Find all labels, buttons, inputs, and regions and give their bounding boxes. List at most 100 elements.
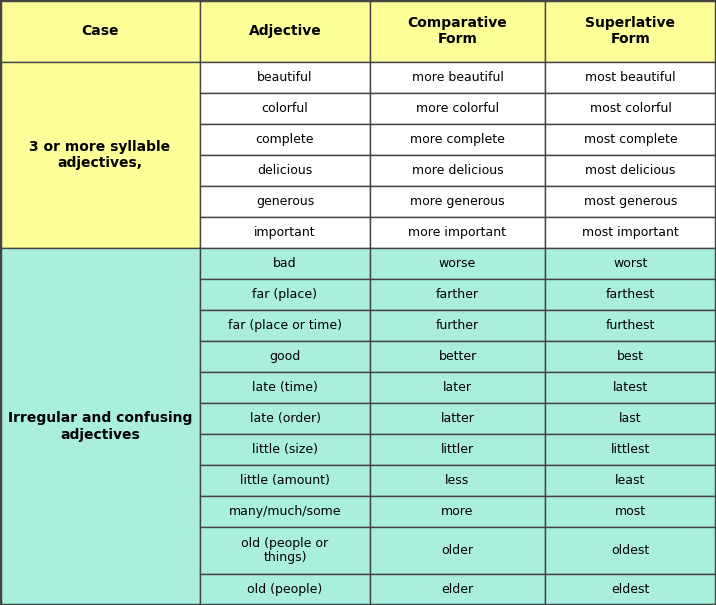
Bar [370, 124, 545, 155]
Bar [370, 155, 545, 186]
Text: littlest: littlest [611, 443, 650, 456]
Text: late (order): late (order) [249, 412, 321, 425]
Text: eldest: eldest [611, 583, 649, 596]
Bar [545, 248, 716, 279]
Text: most important: most important [582, 226, 679, 239]
Text: oldest: oldest [611, 544, 649, 557]
Bar [370, 62, 545, 93]
Text: old (people): old (people) [247, 583, 323, 596]
Bar [545, 527, 716, 574]
Bar [0, 0, 200, 62]
Text: old (people or
things): old (people or things) [241, 537, 329, 564]
Text: better: better [438, 350, 477, 363]
Bar [200, 186, 370, 217]
Text: more colorful: more colorful [416, 102, 499, 115]
Bar [545, 93, 716, 124]
Text: older: older [442, 544, 473, 557]
Bar [545, 496, 716, 527]
Bar [200, 155, 370, 186]
Text: bad: bad [274, 257, 297, 270]
Bar [545, 62, 716, 93]
Text: latest: latest [613, 381, 648, 394]
Text: further: further [436, 319, 479, 332]
Text: most complete: most complete [584, 133, 677, 146]
Text: elder: elder [442, 583, 473, 596]
Text: littler: littler [441, 443, 474, 456]
Bar [200, 403, 370, 434]
Text: Comparative
Form: Comparative Form [407, 16, 508, 46]
Text: most beautiful: most beautiful [585, 71, 676, 84]
Text: far (place or time): far (place or time) [228, 319, 342, 332]
Text: least: least [615, 474, 646, 487]
Bar [370, 0, 545, 62]
Bar [370, 527, 545, 574]
Bar [370, 574, 545, 605]
Text: 3 or more syllable
adjectives,: 3 or more syllable adjectives, [29, 140, 170, 170]
Text: good: good [269, 350, 301, 363]
Text: little (size): little (size) [252, 443, 318, 456]
Text: furthest: furthest [606, 319, 655, 332]
Bar [370, 186, 545, 217]
Bar [545, 124, 716, 155]
Bar [545, 465, 716, 496]
Text: more important: more important [409, 226, 506, 239]
Bar [545, 403, 716, 434]
Text: Case: Case [81, 24, 119, 38]
Text: Irregular and confusing
adjectives: Irregular and confusing adjectives [8, 411, 192, 442]
Bar [200, 372, 370, 403]
Bar [370, 217, 545, 248]
Text: late (time): late (time) [252, 381, 318, 394]
Text: worst: worst [614, 257, 648, 270]
Bar [545, 434, 716, 465]
Bar [545, 0, 716, 62]
Bar [200, 279, 370, 310]
Bar [200, 0, 370, 62]
Bar [200, 248, 370, 279]
Text: more beautiful: more beautiful [412, 71, 503, 84]
Bar [370, 248, 545, 279]
Bar [200, 496, 370, 527]
Bar [200, 434, 370, 465]
Text: more generous: more generous [410, 195, 505, 208]
Bar [200, 124, 370, 155]
Bar [200, 217, 370, 248]
Text: complete: complete [256, 133, 314, 146]
Text: more: more [441, 505, 474, 518]
Bar [0, 248, 200, 605]
Bar [545, 574, 716, 605]
Bar [200, 93, 370, 124]
Bar [545, 217, 716, 248]
Bar [200, 527, 370, 574]
Bar [200, 310, 370, 341]
Bar [545, 341, 716, 372]
Bar [545, 186, 716, 217]
Text: delicious: delicious [257, 164, 313, 177]
Bar [545, 155, 716, 186]
Text: more delicious: more delicious [412, 164, 503, 177]
Text: colorful: colorful [261, 102, 309, 115]
Bar [370, 93, 545, 124]
Bar [200, 62, 370, 93]
Text: most: most [615, 505, 646, 518]
Text: Adjective: Adjective [248, 24, 321, 38]
Text: more complete: more complete [410, 133, 505, 146]
Text: best: best [617, 350, 644, 363]
Bar [0, 62, 200, 248]
Text: worse: worse [439, 257, 476, 270]
Text: beautiful: beautiful [257, 71, 313, 84]
Text: last: last [619, 412, 642, 425]
Bar [370, 279, 545, 310]
Text: many/much/some: many/much/some [228, 505, 342, 518]
Text: generous: generous [256, 195, 314, 208]
Bar [200, 574, 370, 605]
Bar [370, 372, 545, 403]
Text: far (place): far (place) [253, 288, 317, 301]
Bar [370, 310, 545, 341]
Bar [370, 496, 545, 527]
Text: most generous: most generous [584, 195, 677, 208]
Text: farther: farther [436, 288, 479, 301]
Bar [370, 465, 545, 496]
Bar [545, 372, 716, 403]
Bar [370, 341, 545, 372]
Bar [370, 403, 545, 434]
